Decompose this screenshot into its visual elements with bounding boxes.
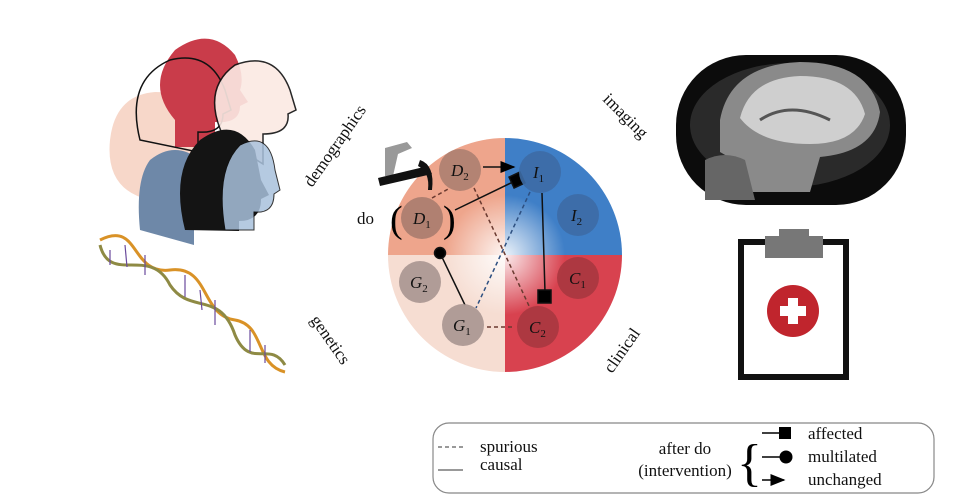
svg-text:C2: C2 [529, 318, 546, 340]
clipboard-medical-icon [738, 229, 849, 380]
legend-after-do: after do [659, 439, 711, 458]
legend: spurious causal after do (intervention) … [432, 422, 935, 494]
label-demographics: demographics [300, 101, 370, 190]
hammer-icon [378, 142, 433, 190]
node-I2: I2 [557, 194, 599, 236]
svg-text:D2: D2 [450, 161, 469, 183]
legend-affected: affected [808, 424, 863, 443]
legend-brace: { [737, 435, 762, 492]
legend-unchanged: unchanged [808, 470, 882, 489]
edge-d1-d2-spurious [431, 187, 451, 199]
svg-text:C1: C1 [569, 269, 586, 291]
svg-text:G2: G2 [410, 273, 428, 295]
label-clinical: clinical [600, 324, 644, 376]
legend-multilated-dot [779, 450, 793, 464]
label-genetics: genetics [307, 311, 355, 368]
dna-icon [98, 234, 287, 374]
node-G2: G2 [399, 261, 441, 303]
do-label: do [357, 209, 374, 228]
edge-d1-i1-affected [454, 179, 518, 211]
legend-intervention: (intervention) [638, 461, 731, 480]
paren-right: ) [443, 199, 456, 241]
svg-text:G1: G1 [453, 316, 471, 338]
edges [431, 161, 552, 328]
legend-spurious: spurious [480, 437, 538, 456]
node-G1: G1 [442, 304, 484, 346]
legend-affected-square [779, 427, 791, 439]
node-D2: D2 [439, 149, 481, 191]
heads-icon [109, 38, 297, 245]
node-D1: D1 [401, 197, 443, 239]
paren-left: ( [390, 199, 403, 241]
node-C1: C1 [557, 257, 599, 299]
node-C2: C2 [517, 306, 559, 348]
multilated-dot [433, 246, 447, 260]
edge-i1-g1-spurious [475, 191, 531, 309]
node-I1: I1 [519, 151, 561, 193]
edge-g1-d1-multilated [439, 252, 466, 306]
affected-square [537, 289, 552, 304]
edge-d2-c2-spurious [473, 187, 531, 309]
legend-causal: causal [480, 455, 523, 474]
svg-text:D1: D1 [412, 209, 431, 231]
svg-text:I2: I2 [570, 206, 582, 228]
legend-multilated: multilated [808, 447, 877, 466]
label-imaging: imaging [599, 89, 652, 142]
svg-text:I1: I1 [532, 163, 544, 185]
edge-i1-c2-affected [541, 192, 546, 293]
mri-brain-icon [676, 55, 906, 205]
